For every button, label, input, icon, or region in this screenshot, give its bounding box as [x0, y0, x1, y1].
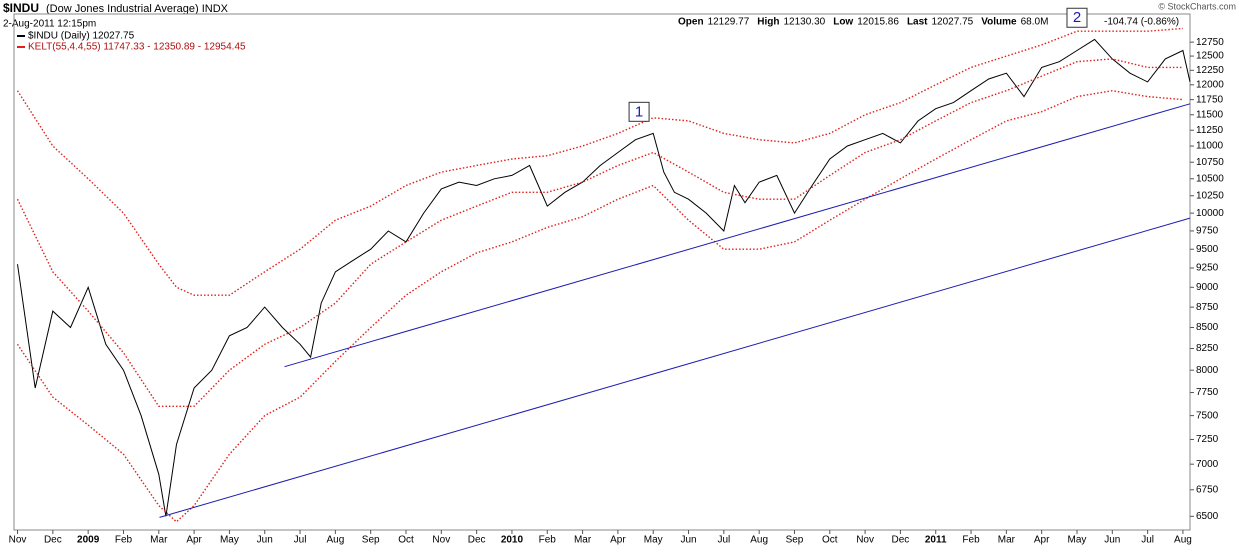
x-tick-label: Jul [1141, 535, 1154, 546]
x-tick-label: Feb [115, 535, 133, 546]
y-tick-label: 10750 [1196, 157, 1224, 168]
credit: © StockCharts.com [1158, 1, 1236, 11]
quote-value: 12027.75 [932, 17, 974, 28]
y-tick-label: 9500 [1196, 244, 1219, 255]
y-tick-label: 9750 [1196, 226, 1219, 237]
x-tick-label: Mar [574, 535, 592, 546]
x-tick-label: Jul [294, 535, 307, 546]
series-line [159, 217, 1191, 518]
x-tick-label: May [644, 535, 663, 546]
series-line [17, 38, 1191, 517]
x-tick-label: Aug [326, 535, 344, 546]
quote-value: 12130.30 [784, 17, 826, 28]
annotation-box [1066, 7, 1088, 28]
x-tick-label: Nov [9, 535, 27, 546]
y-tick-label: 8750 [1196, 302, 1219, 313]
y-tick-label: 7250 [1196, 434, 1219, 445]
x-tick-label: Dec [44, 535, 62, 546]
x-tick-label: Jul [717, 535, 730, 546]
x-tick-label: 2009 [77, 535, 100, 546]
annotation-box [628, 101, 650, 122]
quote-value: 12015.86 [857, 17, 899, 28]
legend-label: $INDU (Daily) 12027.75 [28, 31, 135, 42]
series-line [16, 58, 1183, 407]
quote-value: 12129.77 [708, 17, 750, 28]
x-tick-label: Sep [786, 535, 804, 546]
x-tick-label: Apr [186, 535, 202, 546]
y-tick-label: 12250 [1196, 65, 1224, 76]
annotation-text: 1 [635, 103, 643, 120]
symbol-name: (Dow Jones Industrial Average) INDX [46, 3, 229, 15]
quote-label: Low [833, 17, 853, 28]
x-tick-label: Jun [1104, 535, 1120, 546]
y-tick-label: 8000 [1196, 365, 1219, 376]
y-tick-label: 6500 [1196, 511, 1219, 522]
x-tick-label: Oct [822, 535, 838, 546]
quote-label: Last [907, 17, 928, 28]
x-tick-label: 2011 [925, 535, 947, 546]
y-tick-label: 12000 [1196, 79, 1224, 90]
y-tick-label: 12500 [1196, 51, 1224, 62]
x-tick-label: 2010 [501, 535, 524, 546]
series-line [284, 103, 1191, 368]
y-tick-label: 12750 [1196, 37, 1224, 48]
y-tick-label: 9000 [1196, 282, 1219, 293]
y-tick-label: 10250 [1196, 190, 1224, 201]
x-tick-label: Jun [680, 535, 696, 546]
x-tick-label: May [220, 535, 239, 546]
x-tick-label: Apr [610, 535, 626, 546]
quote-label: Volume [981, 17, 1017, 28]
x-tick-label: Oct [398, 535, 414, 546]
y-tick-label: 10500 [1196, 173, 1224, 184]
x-tick-label: Nov [432, 535, 450, 546]
y-tick-label: 8250 [1196, 343, 1219, 354]
y-tick-label: 9250 [1196, 263, 1219, 274]
x-tick-label: Apr [1034, 535, 1050, 546]
legend-label: KELT(55,4.4,55) 11747.33 - 12350.89 - 12… [28, 42, 246, 53]
y-tick-label: 7750 [1196, 387, 1219, 398]
series-line [16, 27, 1183, 296]
series-line [16, 89, 1183, 523]
annotation-text: 2 [1073, 9, 1081, 26]
y-tick-label: 6750 [1196, 484, 1219, 495]
x-tick-label: Aug [750, 535, 768, 546]
date: 2-Aug-2011 12:15pm [3, 19, 96, 30]
x-tick-label: Mar [998, 535, 1016, 546]
y-tick-label: 7000 [1196, 459, 1219, 470]
quote-value: 68.0M [1021, 17, 1049, 28]
x-tick-label: Dec [892, 535, 910, 546]
change: -104.74 (-0.86%) [1104, 17, 1179, 28]
x-tick-label: Aug [1174, 535, 1192, 546]
y-tick-label: 11500 [1196, 109, 1224, 120]
y-tick-label: 10000 [1196, 208, 1224, 219]
y-tick-label: 7500 [1196, 410, 1219, 421]
quote-label: Open [678, 17, 704, 28]
symbol: $INDU [3, 1, 39, 15]
x-tick-label: Feb [962, 535, 980, 546]
x-tick-label: May [1068, 535, 1087, 546]
x-tick-label: Nov [856, 535, 874, 546]
x-tick-label: Jun [257, 535, 273, 546]
y-tick-label: 8500 [1196, 322, 1219, 333]
x-tick-label: Sep [362, 535, 380, 546]
plot-frame [13, 13, 1191, 531]
x-tick-label: Mar [150, 535, 168, 546]
y-tick-label: 11750 [1196, 94, 1224, 105]
y-tick-label: 11000 [1196, 141, 1224, 152]
x-tick-label: Feb [539, 535, 557, 546]
y-tick-label: 11250 [1196, 125, 1224, 136]
quote-label: High [757, 17, 779, 28]
x-tick-label: Dec [468, 535, 486, 546]
